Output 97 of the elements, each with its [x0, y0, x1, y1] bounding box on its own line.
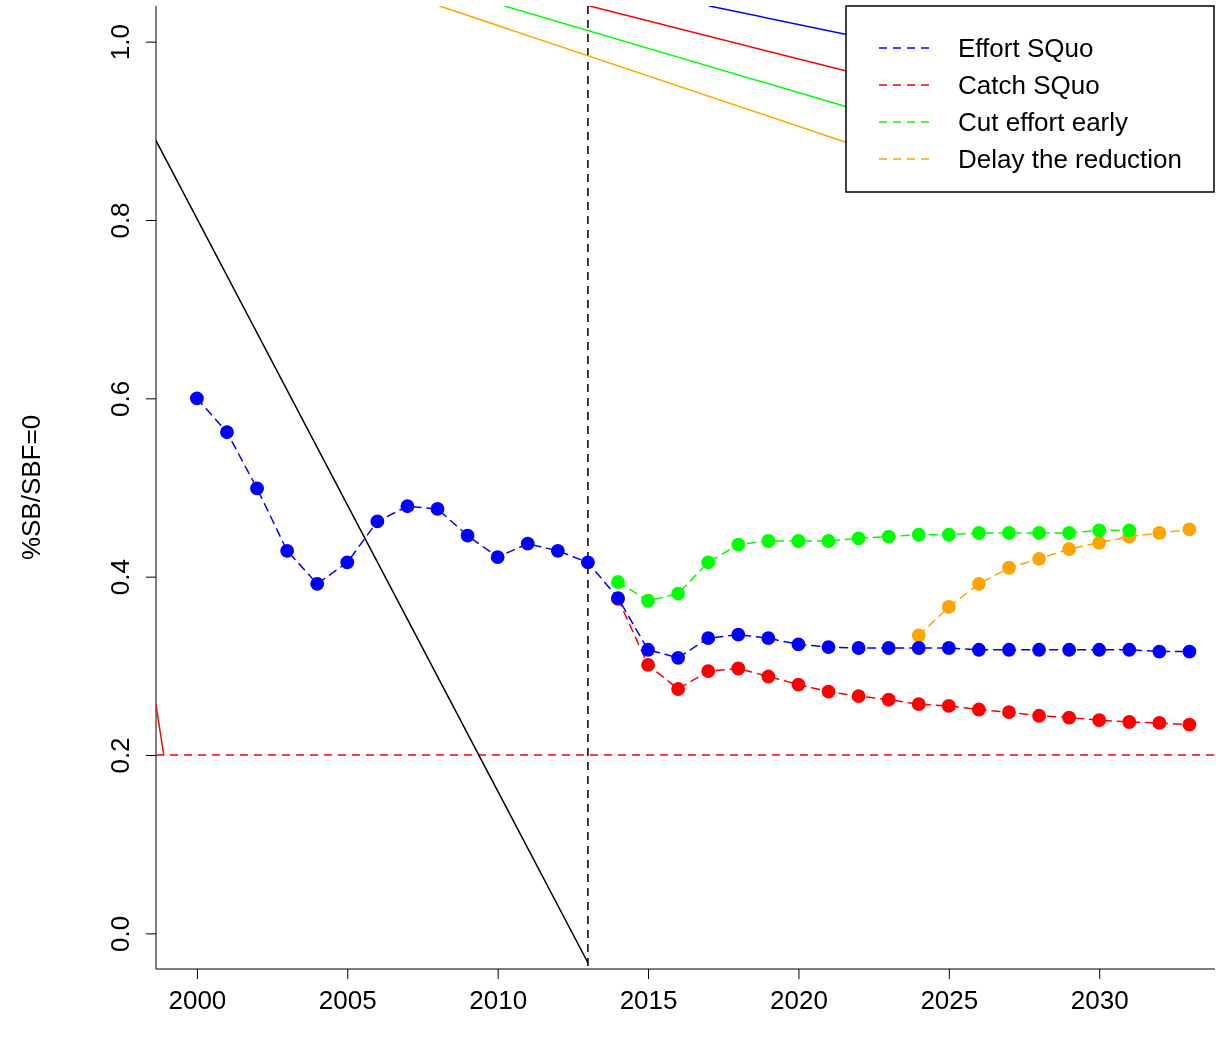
- point: [1182, 717, 1197, 732]
- point: [731, 627, 746, 642]
- y-tick-label: 0.4: [105, 559, 136, 596]
- point: [971, 526, 986, 540]
- point: [671, 586, 686, 601]
- point: [1122, 642, 1137, 657]
- point: [731, 661, 746, 676]
- point: [671, 682, 686, 696]
- point: [791, 677, 806, 692]
- point: [1152, 526, 1167, 540]
- x-tick-label: 2010: [469, 985, 528, 1016]
- x-tick-label: 2030: [1070, 985, 1129, 1016]
- point: [941, 641, 956, 655]
- point: [1002, 642, 1016, 657]
- point: [189, 391, 204, 406]
- point: [911, 641, 926, 655]
- point: [821, 534, 836, 548]
- point: [1092, 642, 1107, 657]
- point: [550, 543, 565, 558]
- point: [1032, 526, 1046, 540]
- y-tick-label: 0.6: [105, 380, 136, 417]
- point: [971, 642, 986, 657]
- point: [370, 514, 385, 529]
- legend-label: Delay the reduction: [958, 144, 1183, 175]
- point: [1092, 523, 1107, 538]
- point: [761, 669, 776, 684]
- point: [1122, 715, 1137, 729]
- point: [671, 650, 686, 665]
- point: [1032, 642, 1046, 657]
- y-tick-label: 0.0: [105, 915, 136, 952]
- point: [641, 593, 655, 608]
- point: [1032, 551, 1046, 566]
- point: [1062, 642, 1077, 657]
- y-tick-label: 1.0: [105, 24, 136, 61]
- point: [701, 555, 716, 570]
- point: [310, 576, 325, 591]
- point: [400, 499, 415, 514]
- point: [460, 528, 475, 543]
- point: [851, 689, 866, 704]
- point: [1092, 535, 1107, 550]
- point: [971, 576, 986, 591]
- point: [1152, 716, 1167, 730]
- point: [881, 692, 896, 707]
- point: [791, 534, 806, 548]
- point: [791, 637, 806, 652]
- x-tick-label: 2000: [168, 985, 227, 1016]
- point: [611, 575, 625, 589]
- y-tick-label: 0.8: [105, 202, 136, 239]
- point: [851, 641, 866, 655]
- point: [941, 699, 956, 713]
- x-tick-label: 2025: [920, 985, 979, 1016]
- point: [911, 527, 926, 542]
- x-tick-label: 2005: [318, 985, 377, 1016]
- point: [1152, 644, 1167, 659]
- point: [1002, 560, 1016, 575]
- point: [911, 697, 926, 712]
- point: [250, 481, 264, 496]
- point: [1122, 523, 1137, 538]
- point: [641, 658, 655, 672]
- point: [911, 628, 926, 643]
- point: [701, 631, 716, 646]
- legend-label: Cut effort early: [958, 107, 1129, 138]
- point: [580, 555, 595, 570]
- point: [520, 536, 535, 551]
- x-tick-label: 2020: [770, 985, 828, 1016]
- y-axis-title: %SB/SBF=0: [16, 414, 46, 561]
- point: [1062, 526, 1077, 540]
- point: [430, 502, 445, 516]
- point: [821, 684, 836, 699]
- point: [881, 641, 896, 655]
- legend-label: Effort SQuo: [958, 33, 1094, 64]
- point: [1092, 713, 1107, 728]
- point: [490, 550, 505, 564]
- point: [971, 702, 986, 717]
- point: [1182, 644, 1197, 659]
- point: [280, 543, 295, 558]
- point: [941, 600, 956, 614]
- point: [851, 531, 866, 546]
- point: [1002, 526, 1016, 540]
- legend-label: Catch SQuo: [958, 70, 1100, 101]
- point: [220, 425, 234, 440]
- point: [1062, 710, 1077, 725]
- point: [881, 529, 896, 544]
- point: [731, 537, 746, 552]
- point: [340, 555, 355, 570]
- point: [701, 664, 716, 679]
- point: [641, 642, 655, 657]
- x-tick-label: 2015: [619, 985, 678, 1016]
- point: [761, 534, 776, 548]
- point: [1002, 705, 1016, 720]
- point: [761, 631, 776, 646]
- point: [1062, 542, 1077, 556]
- point: [1182, 522, 1197, 537]
- y-tick-label: 0.2: [105, 737, 136, 774]
- point: [1032, 708, 1046, 723]
- point: [941, 527, 956, 542]
- point: [821, 640, 836, 654]
